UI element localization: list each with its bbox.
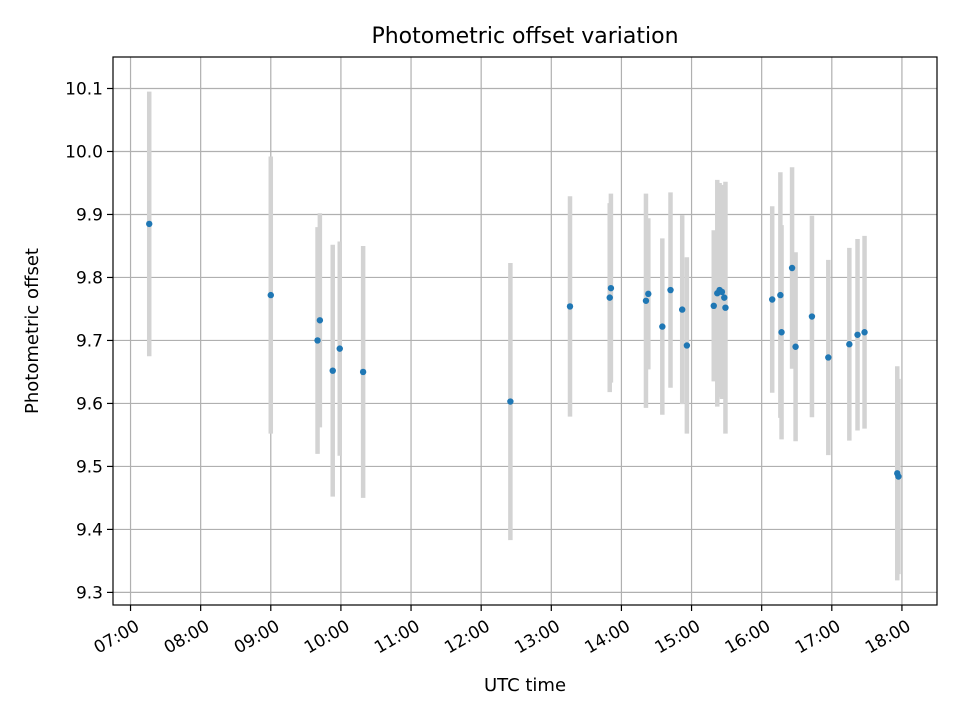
- y-axis-ticks: 9.3 9.4 9.5 9.6 9.7 9.8 9.9 10.0 10.1: [65, 79, 113, 603]
- y-tick-label: 9.6: [76, 394, 103, 414]
- data-point: [846, 341, 853, 348]
- data-point: [792, 343, 799, 350]
- y-axis-label: Photometric offset: [22, 248, 43, 414]
- data-point: [314, 337, 321, 344]
- y-tick-label: 9.8: [76, 268, 103, 288]
- data-point: [825, 354, 832, 361]
- data-point: [721, 294, 728, 301]
- data-point: [329, 367, 336, 374]
- y-tick-label: 9.4: [76, 520, 103, 540]
- data-point: [146, 220, 153, 228]
- data-point: [683, 342, 691, 349]
- data-point: [359, 368, 367, 376]
- data-point: [645, 290, 652, 298]
- data-point: [895, 473, 902, 480]
- data-point: [808, 313, 816, 320]
- plot-frame: [112, 56, 938, 606]
- data-point: [777, 291, 784, 299]
- y-tick-label: 10.0: [65, 142, 103, 162]
- data-point: [267, 291, 274, 299]
- data-point: [769, 296, 776, 303]
- data-points: [146, 220, 902, 480]
- data-point: [606, 294, 613, 301]
- y-tick-label: 9.7: [76, 331, 103, 351]
- data-point: [566, 303, 574, 310]
- data-point: [710, 302, 717, 310]
- y-tick-label: 9.9: [76, 205, 103, 225]
- data-point: [507, 398, 514, 405]
- data-point: [778, 329, 785, 336]
- data-point: [854, 331, 861, 338]
- data-point: [667, 286, 674, 294]
- chart-title: Photometric offset variation: [371, 24, 678, 49]
- data-point: [788, 264, 796, 272]
- data-point: [336, 345, 343, 352]
- data-point: [316, 317, 324, 324]
- grid: [113, 57, 937, 605]
- y-tick-label: 10.1: [65, 79, 103, 99]
- data-point: [659, 323, 666, 330]
- y-tick-label: 9.5: [76, 457, 103, 477]
- x-axis-label: UTC time: [484, 675, 566, 696]
- data-point: [679, 306, 686, 313]
- data-point: [722, 304, 729, 311]
- data-point: [607, 284, 615, 292]
- data-point: [642, 297, 650, 304]
- data-point: [861, 329, 868, 336]
- data-point: [718, 288, 726, 296]
- y-tick-label: 9.3: [76, 583, 103, 603]
